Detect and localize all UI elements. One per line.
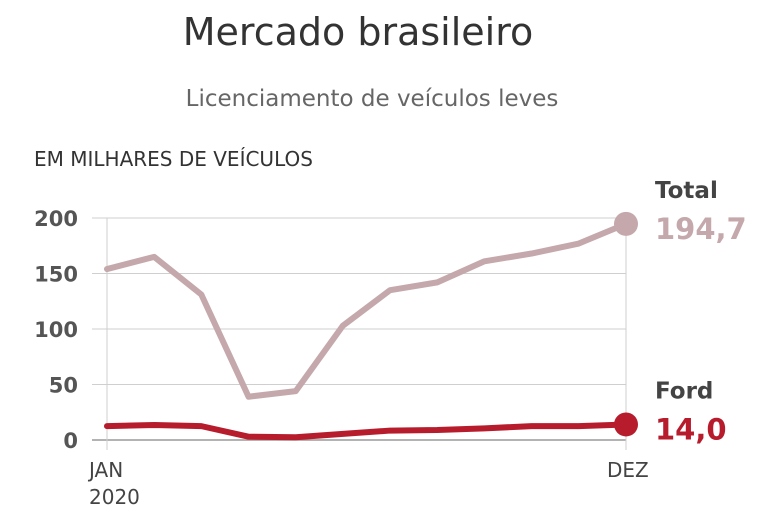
y-tick-label-50: 50 [49,374,78,398]
series-lines [104,220,629,441]
series-line-ford [104,421,629,441]
chart-subtitle: Licenciamento de veículos leves [186,86,559,112]
chart-title: Mercado brasileiro [183,10,534,54]
y-tick-label-150: 150 [34,263,78,287]
end-marker-total [614,211,638,236]
series-end-markers: Total 194,7 Ford 14,0 [614,178,747,446]
grid [92,217,627,450]
y-tick-label-200: 200 [34,207,78,231]
end-marker-ford [614,412,638,437]
y-tick-label-100: 100 [34,318,78,342]
y-axis-label: EM MILHARES DE VEÍCULOS [34,147,313,171]
series-value-ford: 14,0 [655,412,727,446]
x-tick-label-start-year: 2020 [89,485,140,509]
series-name-total: Total [655,178,718,204]
series-value-total: 194,7 [655,212,747,246]
x-tick-label-start: JAN [87,458,123,482]
series-name-ford: Ford [655,378,713,404]
x-tick-label-end: DEZ [607,458,649,482]
y-tick-labels: 0 50 100 150 200 [34,207,78,453]
y-tick-label-0: 0 [63,429,78,453]
series-line-total [104,220,629,400]
